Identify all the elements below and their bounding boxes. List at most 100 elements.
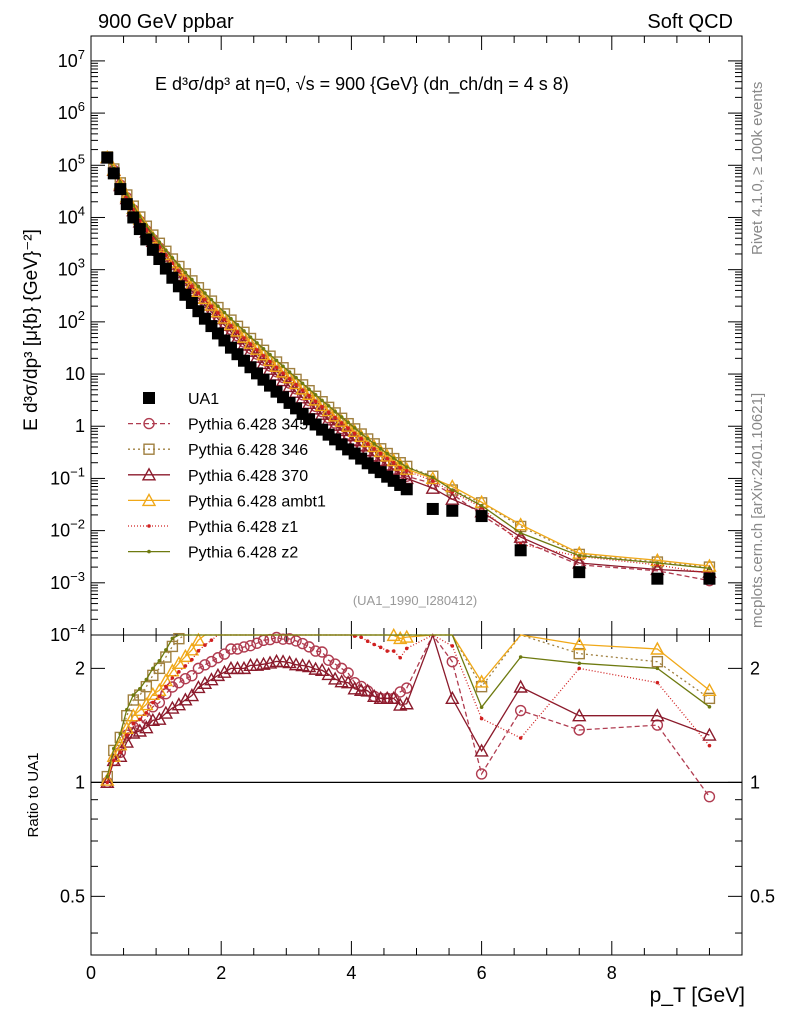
series-line [106,157,710,582]
data-point [210,304,226,318]
data-point [183,276,188,281]
data-point [170,676,175,680]
data-point [391,649,396,653]
data-point [314,406,330,420]
data-point [235,330,240,334]
data-point [144,677,149,682]
data-point [269,358,284,372]
data-point [190,284,194,288]
data-point [229,316,233,321]
data-point [378,451,383,456]
data-point [702,558,717,572]
data-point [404,646,409,651]
data-point [399,696,414,710]
data-point [170,636,175,641]
data-point [222,310,227,315]
data-point [333,409,337,414]
y-tick-label: 107 [58,47,85,71]
y-tick-label: 10−2 [50,517,85,541]
data-point [281,371,285,375]
data-point [230,323,245,337]
data-point [160,688,172,700]
data-point [196,284,201,289]
data-point [573,647,585,660]
data-point [518,531,523,535]
data-point [143,392,155,404]
ratio-plot-panel: Ratio to UA1 0.5 0.5 1 1 2 2 0 2 4 6 8 p_T [GeV] [25,627,775,1007]
data-point [707,566,712,571]
data-point [242,329,246,333]
data-point [398,460,403,465]
data-point [190,277,194,282]
data-point [138,717,142,722]
data-point [146,243,159,256]
data-point [308,392,323,406]
data-point [275,373,291,387]
data-point [282,378,297,393]
data-point [131,721,136,726]
data-point [514,544,527,557]
y-tick-label: 10−1 [50,464,85,488]
data-point [365,436,370,441]
data-point [223,317,239,331]
x-axis-label: p_T [GeV] [650,984,745,1007]
data-point [170,256,175,260]
data-point [127,211,140,224]
data-point [322,654,335,666]
data-point [192,662,205,675]
data-point [114,183,127,196]
data-point [166,640,179,653]
data-point [650,708,665,722]
data-point [107,167,120,180]
data-point [212,652,224,664]
data-point [475,768,488,780]
data-point [144,711,149,715]
data-point [261,346,266,351]
data-point [179,672,192,685]
data-point [380,457,395,471]
x-tick-label: 2 [216,963,226,983]
data-point [191,632,206,646]
legend-label: Pythia 6.428 345 [188,417,308,434]
data-point [177,670,181,674]
data-point [398,465,403,470]
data-point [703,692,716,705]
data-point [159,262,172,275]
data-point [275,364,291,378]
legend-label: Pythia 6.428 ambt1 [188,493,326,510]
data-point [255,341,259,345]
data-point [316,646,328,658]
rivet-version-label: Rivet 4.1.0, ≥ 100k events [749,82,766,255]
data-point [326,404,331,408]
data-point [120,198,133,211]
data-point [321,403,336,417]
y-tick-label: 1 [75,416,85,436]
data-point [314,398,330,412]
data-point [385,451,390,456]
data-point [231,643,244,655]
data-point [183,270,188,275]
data-point [138,686,142,691]
data-point [514,704,527,717]
data-point [125,733,129,737]
data-point [333,415,337,420]
data-point [334,413,349,427]
data-point [394,686,406,698]
data-point [113,737,128,751]
y-tick-label: 10−4 [50,621,85,645]
data-point [313,399,318,404]
data-point [132,723,148,737]
data-point [141,467,157,481]
data-point [287,377,292,381]
data-point [702,727,717,741]
data-point [346,420,350,425]
y-tick-label: 10 [65,364,85,384]
data-point [139,697,154,711]
data-point [353,438,369,452]
data-point [238,641,250,653]
data-point [295,390,310,404]
data-point [577,666,582,671]
data-point [327,417,343,431]
data-point [178,692,193,706]
